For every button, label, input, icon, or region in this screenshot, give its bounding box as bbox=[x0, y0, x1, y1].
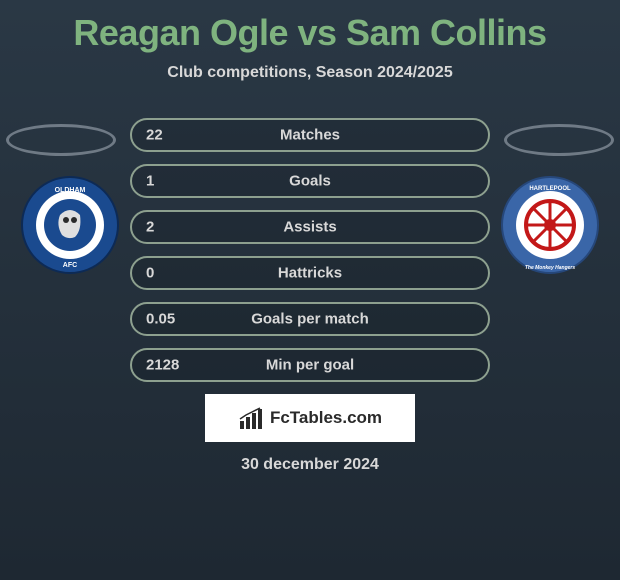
stat-row-assists: 2 Assists bbox=[130, 210, 490, 244]
stat-value: 0.05 bbox=[146, 311, 175, 328]
right-club-badge: HARTLEPOOL The Monkey Hangers bbox=[500, 175, 600, 275]
branding-text: FcTables.com bbox=[270, 408, 382, 428]
stat-label: Min per goal bbox=[266, 357, 354, 374]
hartlepool-badge-icon: HARTLEPOOL The Monkey Hangers bbox=[500, 175, 600, 275]
stat-row-min-per-goal: 2128 Min per goal bbox=[130, 348, 490, 382]
stats-container: 22 Matches 1 Goals 2 Assists 0 Hattricks… bbox=[130, 118, 490, 382]
oldham-badge-icon: OLDHAM AFC bbox=[20, 175, 120, 275]
stat-row-goals: 1 Goals bbox=[130, 164, 490, 198]
stat-row-goals-per-match: 0.05 Goals per match bbox=[130, 302, 490, 336]
stat-value: 2128 bbox=[146, 357, 179, 374]
stat-label: Matches bbox=[280, 127, 340, 144]
svg-text:HARTLEPOOL: HARTLEPOOL bbox=[529, 186, 571, 192]
left-player-ellipse bbox=[6, 124, 116, 156]
fctables-logo-icon bbox=[238, 407, 266, 429]
stat-row-matches: 22 Matches bbox=[130, 118, 490, 152]
stat-value: 0 bbox=[146, 265, 154, 282]
stat-value: 22 bbox=[146, 127, 163, 144]
stat-value: 1 bbox=[146, 173, 154, 190]
page-subtitle: Club competitions, Season 2024/2025 bbox=[0, 64, 620, 82]
stat-label: Hattricks bbox=[278, 265, 342, 282]
svg-text:OLDHAM: OLDHAM bbox=[55, 187, 86, 194]
stat-label: Goals bbox=[289, 173, 331, 190]
stat-row-hattricks: 0 Hattricks bbox=[130, 256, 490, 290]
stat-value: 2 bbox=[146, 219, 154, 236]
page-title: Reagan Ogle vs Sam Collins bbox=[0, 0, 620, 54]
svg-text:AFC: AFC bbox=[63, 262, 77, 269]
branding-bar: FcTables.com bbox=[205, 394, 415, 442]
svg-text:The Monkey Hangers: The Monkey Hangers bbox=[525, 265, 576, 271]
right-player-ellipse bbox=[504, 124, 614, 156]
stat-label: Goals per match bbox=[251, 311, 369, 328]
stat-label: Assists bbox=[283, 219, 336, 236]
left-club-badge: OLDHAM AFC bbox=[20, 175, 120, 275]
date-text: 30 december 2024 bbox=[0, 456, 620, 474]
